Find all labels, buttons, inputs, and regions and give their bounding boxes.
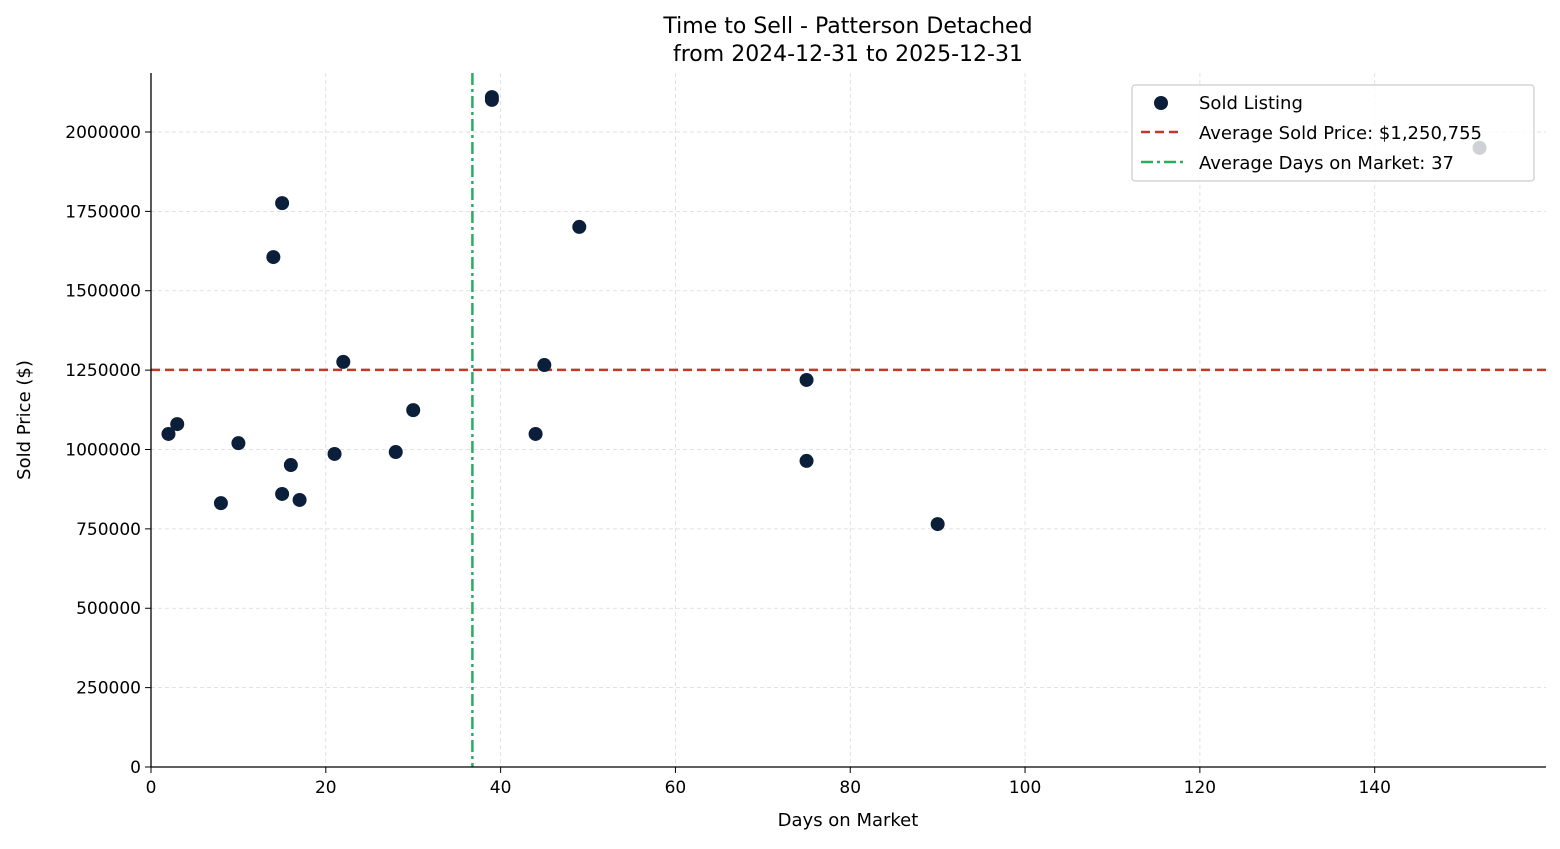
legend-marker-sold <box>1154 96 1168 110</box>
data-point <box>930 517 945 532</box>
data-point <box>572 219 587 234</box>
chart-title: Time to Sell - Patterson Detached <box>662 14 1032 39</box>
y-axis-label: Sold Price ($) <box>14 360 35 480</box>
x-tick-label: 40 <box>490 778 512 798</box>
chart-subtitle: from 2024-12-31 to 2025-12-31 <box>673 42 1023 67</box>
y-tick-label: 1500000 <box>65 282 141 302</box>
y-tick-label: 750000 <box>76 520 141 540</box>
data-point <box>266 250 281 265</box>
data-point <box>336 354 351 369</box>
data-point <box>170 417 185 432</box>
y-tick-label: 500000 <box>76 599 141 619</box>
y-tick-label: 1750000 <box>65 202 141 222</box>
data-point <box>484 92 499 107</box>
data-point <box>327 446 342 461</box>
x-axis-label: Days on Market <box>778 810 919 831</box>
data-point <box>388 445 403 460</box>
legend-box <box>1131 84 1535 182</box>
data-point <box>231 436 246 451</box>
x-tick-label: 80 <box>839 778 861 798</box>
data-point <box>292 492 307 507</box>
data-point <box>406 403 421 418</box>
reference-lines <box>151 73 1546 767</box>
x-tick-label: 0 <box>146 778 157 798</box>
data-point <box>161 426 176 441</box>
points <box>161 90 1487 532</box>
y-tick-label: 2000000 <box>65 123 141 143</box>
data-point <box>275 486 290 501</box>
data-point <box>283 458 298 473</box>
data-point <box>799 372 814 387</box>
data-point <box>799 453 814 468</box>
x-tick-label: 20 <box>315 778 337 798</box>
legend-label-sold: Sold Listing <box>1199 93 1303 114</box>
x-tick-label: 120 <box>1184 778 1216 798</box>
ticks: 0 20 40 60 80 100 120 140 0 250000 500000 750000 100… <box>65 123 1391 798</box>
data-point <box>275 196 290 211</box>
x-tick-label: 140 <box>1358 778 1390 798</box>
x-tick-label: 60 <box>665 778 687 798</box>
legend-label-avg-price: Average Sold Price: $1,250,755 <box>1199 123 1482 144</box>
y-tick-label: 1000000 <box>65 440 141 460</box>
legend: Sold Listing Average Sold Price: $1,250,… <box>1131 84 1535 182</box>
y-tick-label: 0 <box>130 758 141 778</box>
data-point <box>528 426 543 441</box>
legend-label-avg-days: Average Days on Market: 37 <box>1199 153 1454 174</box>
y-tick-label: 250000 <box>76 679 141 699</box>
axes-spines <box>150 73 1546 768</box>
y-tick-label: 1250000 <box>65 361 141 381</box>
data-point <box>213 496 228 511</box>
x-tick-label: 100 <box>1009 778 1041 798</box>
data-point <box>537 358 552 373</box>
